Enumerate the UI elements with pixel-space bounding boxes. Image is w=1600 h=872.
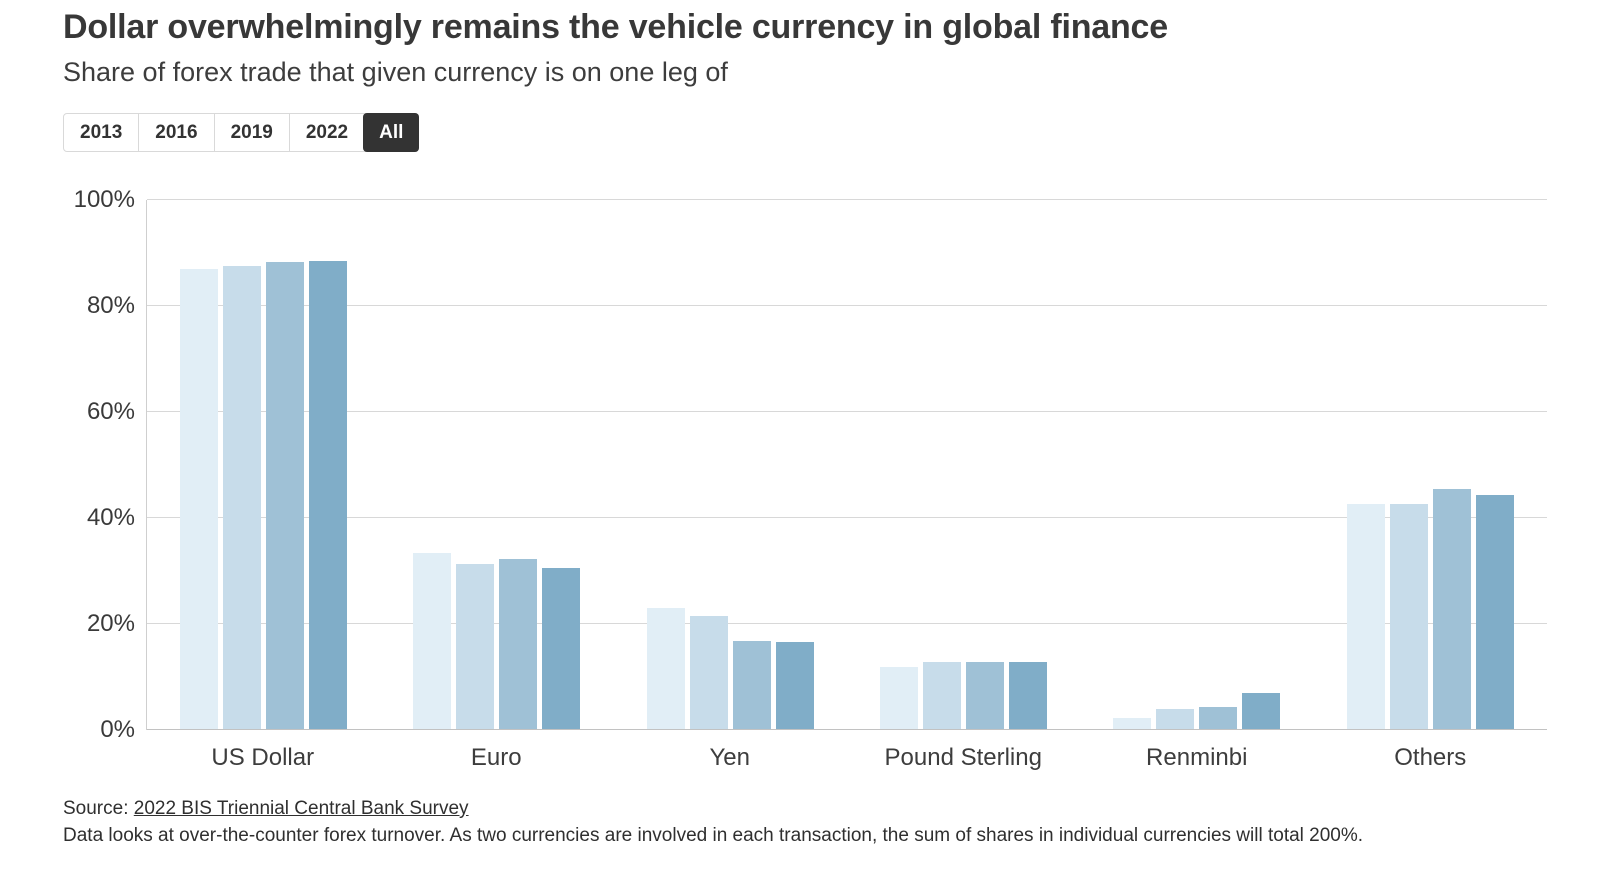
bar-2019-yen xyxy=(732,640,771,730)
source-line: Source: 2022 BIS Triennial Central Bank … xyxy=(63,798,1560,820)
plot-area xyxy=(146,199,1547,730)
x-label-yen: Yen xyxy=(709,744,751,771)
y-axis: 0% 20% 40% 60% 80% 100% xyxy=(63,188,135,742)
bar-2016-euro xyxy=(456,563,495,730)
chart-subtitle: Share of forex trade that given currency… xyxy=(63,57,728,87)
bar-2013-us-dollar xyxy=(180,268,219,730)
tab-2016[interactable]: 2016 xyxy=(138,114,214,151)
tab-all[interactable]: All xyxy=(363,113,420,152)
gridline xyxy=(147,199,1547,200)
bar-2013-euro xyxy=(413,552,452,730)
bar-group-others xyxy=(1314,200,1547,730)
x-axis-line xyxy=(147,729,1547,730)
bar-2022-us-dollar xyxy=(309,260,348,730)
bar-2019-us-dollar xyxy=(266,262,305,730)
y-tick-label: 0% xyxy=(100,716,135,743)
x-label-pound-sterling: Pound Sterling xyxy=(884,744,1042,771)
gridline xyxy=(147,305,1547,306)
bar-group-renminbi xyxy=(1080,200,1313,730)
y-tick-label: 60% xyxy=(86,398,135,425)
bar-2013-yen xyxy=(646,608,685,730)
footer: Source: 2022 BIS Triennial Central Bank … xyxy=(63,798,1560,847)
gridline xyxy=(147,623,1547,624)
bar-2019-pound-sterling xyxy=(966,662,1005,730)
footnote: Data looks at over-the-counter forex tur… xyxy=(63,825,1364,846)
bar-2022-pound-sterling xyxy=(1009,661,1048,730)
bar-2019-others xyxy=(1432,488,1471,730)
bar-groups xyxy=(147,200,1547,730)
x-label-us-dollar: US Dollar xyxy=(211,744,315,771)
source-prefix: Source: xyxy=(63,798,134,819)
source-link[interactable]: 2022 BIS Triennial Central Bank Survey xyxy=(133,798,469,819)
x-label-euro: Euro xyxy=(470,744,522,771)
bar-2016-us-dollar xyxy=(223,265,262,730)
bar-2013-pound-sterling xyxy=(880,667,919,730)
chart-page: Dollar overwhelmingly remains the vehicl… xyxy=(63,8,1560,847)
bar-group-euro xyxy=(380,200,613,730)
bar-group-pound-sterling xyxy=(847,200,1080,730)
bar-2019-renminbi xyxy=(1199,707,1238,730)
bar-2016-renminbi xyxy=(1156,708,1195,730)
y-tick-label: 40% xyxy=(86,504,135,531)
x-axis-labels: US Dollar Euro Yen Pound Sterling Renminbi Ot… xyxy=(146,730,1547,772)
bar-2022-renminbi xyxy=(1242,692,1281,730)
bar-2016-pound-sterling xyxy=(923,662,962,730)
bar-group-yen xyxy=(614,200,847,730)
tab-2013[interactable]: 2013 xyxy=(64,114,139,151)
bar-2016-others xyxy=(1389,504,1428,730)
y-tick-label: 20% xyxy=(86,610,135,637)
page-title: Dollar overwhelmingly remains the vehicl… xyxy=(63,8,1168,46)
bar-2022-euro xyxy=(542,568,581,730)
bar-2019-euro xyxy=(499,558,538,730)
gridline xyxy=(147,517,1547,518)
tab-2019[interactable]: 2019 xyxy=(213,114,289,151)
y-tick-label: 80% xyxy=(86,292,135,319)
x-label-renminbi: Renminbi xyxy=(1146,744,1248,771)
bar-chart: 0% 20% 40% 60% 80% 100% xyxy=(63,188,1547,742)
bar-2013-renminbi xyxy=(1113,718,1152,730)
tab-2022[interactable]: 2022 xyxy=(288,114,365,151)
bar-2016-yen xyxy=(689,615,728,730)
bar-2013-others xyxy=(1346,504,1385,730)
year-filter-tabs: 2013 2016 2019 2022 All xyxy=(63,113,420,152)
x-label-others: Others xyxy=(1394,744,1467,771)
y-tick-label: 100% xyxy=(73,186,135,213)
gridline xyxy=(147,411,1547,412)
bar-2022-others xyxy=(1475,494,1514,730)
bar-2022-yen xyxy=(775,641,814,730)
bar-group-us-dollar xyxy=(147,200,380,730)
